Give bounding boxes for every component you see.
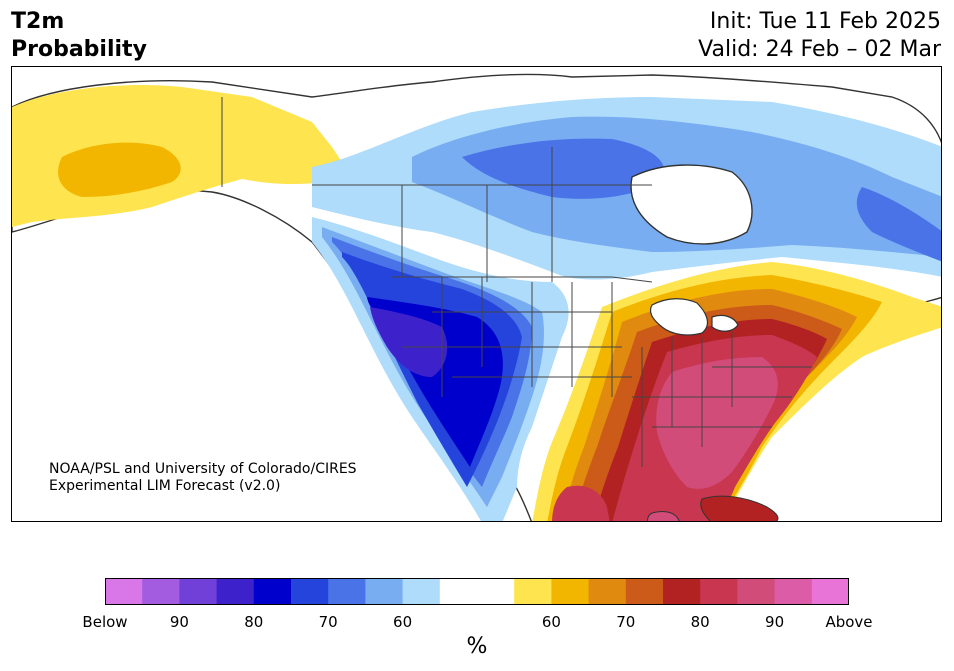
colorbar-unit: %	[466, 634, 488, 659]
colorbar-segment	[625, 578, 664, 605]
title-variable: T2m	[11, 9, 65, 34]
colorbar-tick-label: Below	[82, 613, 128, 631]
west-cold-purple	[370, 307, 448, 377]
colorbar-tick-label: 60	[393, 613, 413, 631]
colorbar-tick-label: 70	[616, 613, 636, 631]
colorbar-tick-label: Above	[825, 613, 873, 631]
cuba-warm	[700, 495, 779, 521]
colorbar-segment	[551, 578, 590, 605]
colorbar-segment	[811, 578, 849, 605]
colorbar-segment	[737, 578, 776, 605]
alaska-warm-core	[58, 142, 181, 197]
colorbar-segment	[179, 578, 218, 605]
colorbar-tick-label: 60	[541, 613, 561, 631]
colorbar-segment	[588, 578, 627, 605]
colorbar-segment	[216, 578, 255, 605]
valid-range: Valid: 24 Feb – 02 Mar	[698, 37, 941, 62]
colorbar-segment	[105, 578, 143, 605]
colorbar	[105, 578, 849, 605]
title-right: Init: Tue 11 Feb 2025 Valid: 24 Feb – 02…	[698, 8, 941, 64]
map-canvas	[12, 73, 941, 521]
credit-line2: Experimental LIM Forecast (v2.0)	[49, 478, 281, 494]
init-date: Init: Tue 11 Feb 2025	[709, 9, 941, 34]
great-lakes	[649, 298, 739, 336]
colorbar-tick-label: 70	[318, 613, 338, 631]
title-left: T2m Probability	[11, 8, 147, 64]
colorbar-tick-label: 80	[244, 613, 264, 631]
colorbar-segment	[663, 578, 701, 605]
forecast-map	[11, 66, 942, 522]
colorbar-tick-label: 80	[690, 613, 710, 631]
colorbar-segment	[365, 578, 404, 605]
credit-line1: NOAA/PSL and University of Colorado/CIRE…	[49, 461, 357, 477]
colorbar-segment	[142, 578, 180, 605]
colorbar-segment	[774, 578, 813, 605]
caribbean-warm	[647, 510, 680, 521]
colorbar-tick-label: 90	[169, 613, 189, 631]
southeast-warm-core	[656, 357, 778, 489]
colorbar-segment	[439, 578, 478, 605]
canada-cold-3	[462, 138, 665, 199]
colorbar-tick-label: 90	[765, 613, 785, 631]
colorbar-segment	[477, 578, 515, 605]
hudson-bay	[630, 164, 753, 245]
colorbar-segment	[402, 578, 441, 605]
colorbar-segment	[514, 578, 552, 605]
labrador-cold	[856, 187, 941, 262]
credit-block: NOAA/PSL and University of Colorado/CIRE…	[49, 461, 357, 495]
colorbar-segment	[700, 578, 738, 605]
colorbar-segment	[291, 578, 329, 605]
colorbar-border	[105, 578, 849, 605]
colorbar-segment	[253, 578, 292, 605]
colorbar-svg	[105, 578, 849, 605]
colorbar-segment	[328, 578, 366, 605]
borders	[221, 97, 812, 467]
gulf-warm-core	[552, 485, 610, 521]
title-type: Probability	[11, 37, 147, 62]
